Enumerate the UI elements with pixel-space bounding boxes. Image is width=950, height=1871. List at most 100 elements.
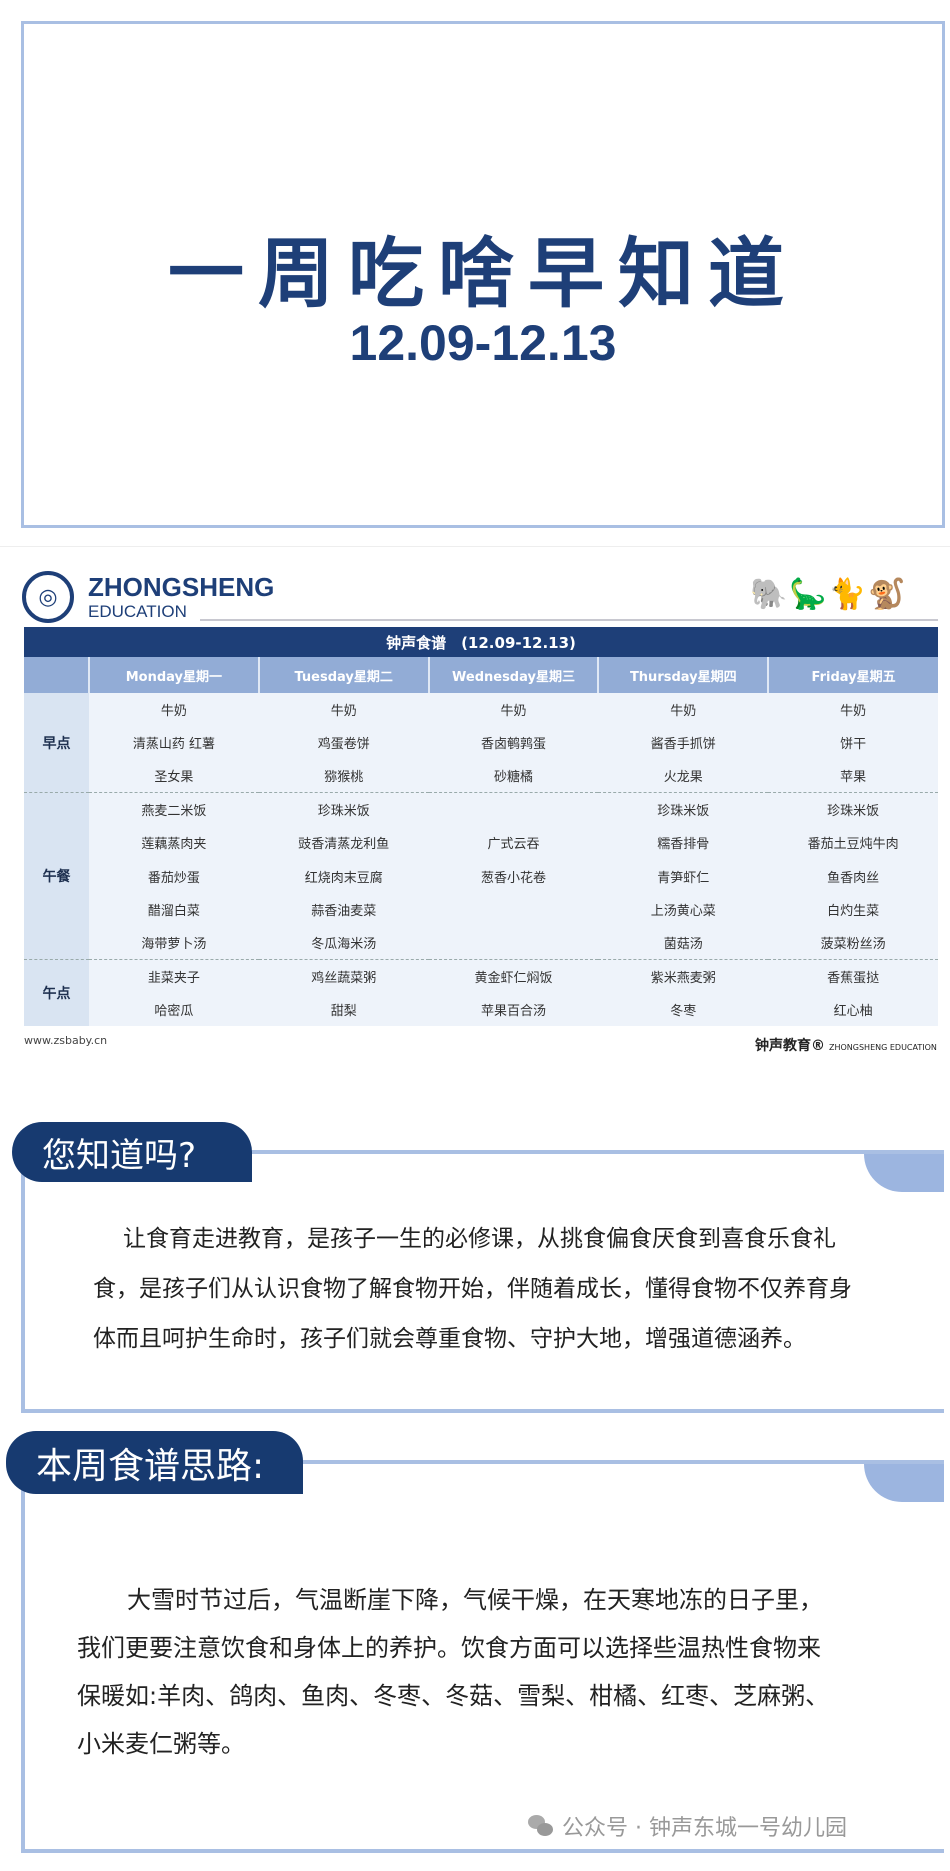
menu-table: 钟声食谱 (12.09-12.13) Monday星期一 Tuesday星期二 We… bbox=[24, 627, 938, 1026]
hero-title: 一周吃啥早知道 bbox=[168, 229, 798, 318]
menu-cell: 珍珠米饭 bbox=[768, 792, 938, 827]
menu-cell: 青笋虾仁 bbox=[598, 859, 769, 893]
footer-brand: 钟声教育® ZHONGSHENG EDUCATION bbox=[755, 1038, 937, 1054]
menu-cell: 牛奶 bbox=[89, 693, 259, 727]
idea-box: 大雪时节过后，气温断崖下降，气候干燥，在天寒地冻的日子里， 我们更要注意饮食和身… bbox=[21, 1460, 944, 1853]
menu-cell: 红烧肉末豆腐 bbox=[258, 859, 429, 893]
idea-text: 大雪时节过后，气温断崖下降，气候干燥，在天寒地冻的日子里， 我们更要注意饮食和身… bbox=[77, 1576, 947, 1768]
text-line: 大雪时节过后，气温断崖下降，气候干燥，在天寒地冻的日子里， bbox=[127, 1586, 823, 1614]
menu-cell: 蒜香油麦菜 bbox=[258, 892, 429, 927]
table-row: 番茄炒蛋 红烧肉末豆腐 葱香小花卷 青笋虾仁 鱼香肉丝 bbox=[24, 859, 938, 893]
watermark: 公众号 · 钟声东城一号幼儿园 bbox=[528, 1810, 847, 1842]
menu-cell: 白灼生菜 bbox=[768, 892, 938, 927]
table-row: 圣女果 猕猴桃 砂糖橘 火龙果 苹果 bbox=[24, 759, 938, 793]
menu-cell: 菠菜粉丝汤 bbox=[768, 926, 938, 960]
text-line: 保暖如:羊肉、鸽肉、鱼肉、冬枣、冬菇、雪梨、柑橘、红枣、芝麻粥、 bbox=[77, 1682, 830, 1710]
text-line: 让食育走进教育，是孩子一生的必修课，从挑食偏食厌食到喜食乐食礼 bbox=[123, 1226, 836, 1252]
divider bbox=[200, 619, 938, 621]
menu-cell: 韭菜夹子 bbox=[89, 958, 259, 993]
menu-cell: 海带萝卜汤 bbox=[89, 926, 259, 960]
school-logo: ◎ bbox=[22, 571, 74, 623]
menu-cell: 醋溜白菜 bbox=[89, 892, 259, 927]
menu-cell: 香蕉蛋挞 bbox=[768, 958, 938, 993]
menu-cell: 饼干 bbox=[768, 726, 938, 760]
menu-cell: 燕麦二米饭 bbox=[89, 792, 259, 827]
day-header: Thursday星期四 bbox=[597, 657, 769, 693]
menu-cell bbox=[428, 892, 599, 927]
brand-sub: EDUCATION bbox=[88, 602, 187, 621]
idea-tab: 本周食谱思路: bbox=[6, 1431, 303, 1494]
text-line: 体而且呵护生命时，孩子们就会尊重食物、守护大地，增强道德涵养。 bbox=[93, 1326, 806, 1352]
brand-name: ZHONGSHENG bbox=[88, 572, 275, 602]
menu-card: ◎ ZHONGSHENG EDUCATION 🐘🦕🐈🐒 钟声食谱 (12.09-… bbox=[0, 546, 950, 1057]
wechat-icon bbox=[528, 1815, 554, 1837]
text-line: 我们更要注意饮食和身体上的养护。饮食方面可以选择些温热性食物来 bbox=[77, 1634, 821, 1662]
animals-decoration-icon: 🐘🦕🐈🐒 bbox=[750, 577, 908, 612]
table-row: 午点 韭菜夹子 鸡丝蔬菜粥 黄金虾仁焖饭 紫米燕麦粥 香蕉蛋挞 bbox=[24, 958, 938, 1026]
know-tab: 您知道吗? bbox=[12, 1122, 252, 1182]
footer-brand-en: ZHONGSHENG EDUCATION bbox=[829, 1043, 937, 1052]
menu-cell: 苹果 bbox=[768, 759, 938, 793]
table-row: 清蒸山药 红薯 鸡蛋卷饼 香卤鹌鹑蛋 酱香手抓饼 饼干 bbox=[24, 726, 938, 760]
menu-cell: 番茄炒蛋 bbox=[89, 859, 259, 893]
corner-decoration bbox=[864, 1464, 944, 1502]
text-line: 小米麦仁粥等。 bbox=[77, 1730, 245, 1758]
menu-cell: 香卤鹌鹑蛋 bbox=[428, 726, 599, 760]
corner-cell bbox=[24, 657, 89, 693]
table-row: 醋溜白菜 蒜香油麦菜 上汤黄心菜 白灼生菜 bbox=[24, 892, 938, 927]
menu-cell: 圣女果 bbox=[89, 759, 259, 793]
menu-cell bbox=[428, 792, 599, 827]
table-row: 海带萝卜汤 冬瓜海米汤 菌菇汤 菠菜粉丝汤 bbox=[24, 926, 938, 960]
know-box: 让食育走进教育，是孩子一生的必修课，从挑食偏食厌食到喜食乐食礼 食，是孩子们从认… bbox=[21, 1150, 944, 1413]
hero-date: 12.09-12.13 bbox=[349, 315, 617, 371]
table-row: 午餐 燕麦二米饭 珍珠米饭 珍珠米饭 珍珠米饭 bbox=[24, 792, 938, 960]
menu-cell: 砂糖橘 bbox=[428, 759, 599, 793]
meal-label: 早点 bbox=[24, 693, 89, 793]
table-row: 莲藕蒸肉夹 豉香清蒸龙利鱼 广式云吞 糯香排骨 番茄土豆炖牛肉 bbox=[24, 826, 938, 860]
menu-cell: 清蒸山药 红薯 bbox=[89, 726, 259, 760]
menu-cell: 豉香清蒸龙利鱼 bbox=[258, 826, 429, 860]
menu-cell: 葱香小花卷 bbox=[428, 859, 599, 893]
day-header: Friday星期五 bbox=[767, 657, 938, 693]
menu-cell: 哈密瓜 bbox=[89, 992, 259, 1026]
menu-cell: 牛奶 bbox=[598, 693, 769, 727]
menu-cell: 苹果百合汤 bbox=[428, 992, 599, 1026]
corner-decoration bbox=[864, 1154, 944, 1192]
menu-cell: 上汤黄心菜 bbox=[598, 892, 769, 927]
menu-cell: 牛奶 bbox=[428, 693, 599, 727]
menu-title: 钟声食谱 (12.09-12.13) bbox=[24, 627, 938, 657]
menu-cell: 鱼香肉丝 bbox=[768, 859, 938, 893]
know-text: 让食育走进教育，是孩子一生的必修课，从挑食偏食厌食到喜食乐食礼 食，是孩子们从认… bbox=[93, 1214, 943, 1364]
menu-cell: 火龙果 bbox=[598, 759, 769, 793]
meal-label: 午点 bbox=[24, 958, 89, 1026]
footer-brand-cn: 钟声教育 bbox=[755, 1038, 811, 1054]
table-row: 哈密瓜 甜梨 苹果百合汤 冬枣 红心柚 bbox=[24, 992, 938, 1026]
menu-cell: 糯香排骨 bbox=[598, 826, 769, 860]
menu-cell: 黄金虾仁焖饭 bbox=[428, 958, 599, 993]
menu-cell: 牛奶 bbox=[258, 693, 429, 727]
menu-cell bbox=[428, 926, 599, 960]
menu-cell: 甜梨 bbox=[258, 992, 429, 1026]
menu-cell: 冬枣 bbox=[598, 992, 769, 1026]
menu-cell: 冬瓜海米汤 bbox=[258, 926, 429, 960]
menu-cell: 珍珠米饭 bbox=[258, 792, 429, 827]
menu-cell: 珍珠米饭 bbox=[598, 792, 769, 827]
day-header: Monday星期一 bbox=[88, 657, 259, 693]
menu-cell: 莲藕蒸肉夹 bbox=[89, 826, 259, 860]
menu-cell: 紫米燕麦粥 bbox=[598, 958, 769, 993]
menu-cell: 酱香手抓饼 bbox=[598, 726, 769, 760]
menu-cell: 牛奶 bbox=[768, 693, 938, 727]
day-header: Tuesday星期二 bbox=[257, 657, 429, 693]
website: www.zsbaby.cn bbox=[24, 1034, 108, 1047]
menu-cell: 红心柚 bbox=[768, 992, 938, 1026]
menu-cell: 广式云吞 bbox=[428, 826, 599, 860]
day-header: Wednesday星期三 bbox=[427, 657, 599, 693]
table-row: 早点 牛奶 牛奶 牛奶 牛奶 牛奶 bbox=[24, 693, 938, 793]
menu-cell: 番茄土豆炖牛肉 bbox=[768, 826, 938, 860]
hero-banner: 一周吃啥早知道 12.09-12.13 bbox=[21, 21, 945, 528]
menu-cell: 猕猴桃 bbox=[258, 759, 429, 793]
text-line: 食，是孩子们从认识食物了解食物开始，伴随着成长，懂得食物不仅养育身 bbox=[93, 1276, 852, 1302]
menu-cell: 菌菇汤 bbox=[598, 926, 769, 960]
meal-label: 午餐 bbox=[24, 792, 89, 960]
watermark-text: 公众号 · 钟声东城一号幼儿园 bbox=[562, 1816, 847, 1841]
